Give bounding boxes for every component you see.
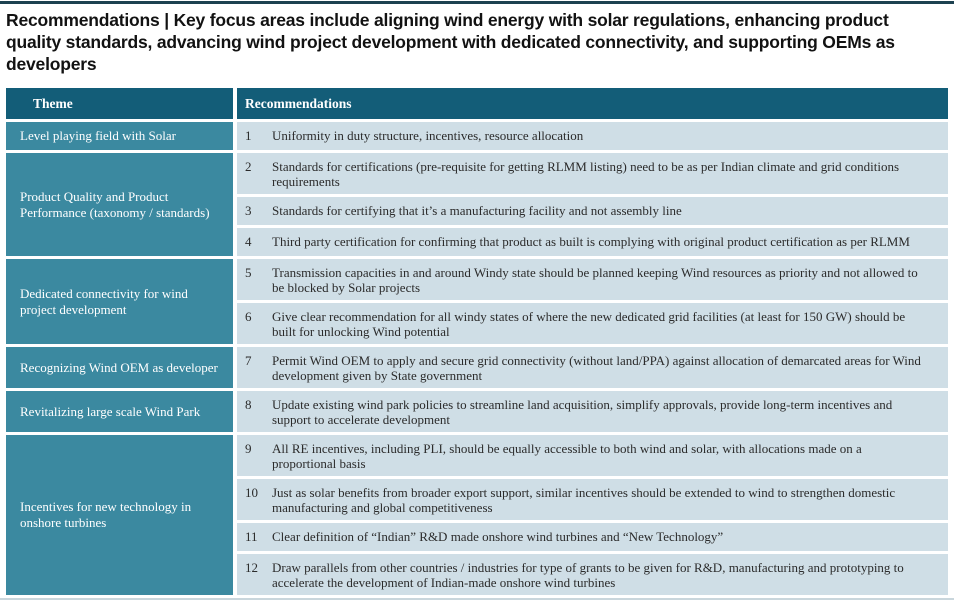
recommendation-text: All RE incentives, including PLI, should…: [272, 441, 862, 471]
recommendation-row: 9 All RE incentives, including PLI, shou…: [237, 435, 948, 476]
recommendation-text: Draw parallels from other countries / in…: [272, 560, 904, 590]
top-rule: [0, 1, 954, 4]
recommendation-row: 6 Give clear recommendation for all wind…: [237, 303, 948, 344]
recommendation-text: Permit Wind OEM to apply and secure grid…: [272, 353, 921, 383]
recommendation-text: Just as solar benefits from broader expo…: [272, 485, 896, 515]
recommendation-number: 11: [245, 529, 258, 544]
recommendation-number: 5: [245, 265, 252, 280]
theme-group-dedicated-connectivity: Dedicated connectivity for wind project …: [6, 259, 948, 344]
recommendation-text: Standards for certifications (pre-requis…: [272, 159, 900, 189]
recommendation-text: Give clear recommendation for all windy …: [272, 309, 906, 339]
theme-group-wind-oem-developer: Recognizing Wind OEM as developer 7 Perm…: [6, 347, 948, 388]
recommendation-row: 11 Clear definition of “Indian” R&D made…: [237, 523, 948, 551]
theme-group-level-playing-field: Level playing field with Solar 1 Uniform…: [6, 122, 948, 150]
recommendation-text: Update existing wind park policies to st…: [272, 397, 893, 427]
recommendation-number: 1: [245, 128, 252, 143]
theme-group-new-technology-incentives: Incentives for new technology in onshore…: [6, 435, 948, 595]
column-header-recommendations: Recommendations: [237, 88, 948, 119]
recommendation-row: 2 Standards for certifications (pre-requ…: [237, 153, 948, 194]
theme-cell: Recognizing Wind OEM as developer: [6, 347, 233, 388]
page-title: Recommendations | Key focus areas includ…: [6, 10, 895, 74]
recommendations-table: Theme Recommendations Level playing fiel…: [6, 88, 948, 595]
recommendation-row: 5 Transmission capacities in and around …: [237, 259, 948, 300]
theme-group-wind-park: Revitalizing large scale Wind Park 8 Upd…: [6, 391, 948, 432]
recommendation-text: Standards for certifying that it’s a man…: [272, 203, 682, 218]
recommendation-row: 12 Draw parallels from other countries /…: [237, 554, 948, 595]
recommendation-number: 12: [245, 560, 258, 575]
recommendation-number: 4: [245, 234, 252, 249]
recommendation-row: 7 Permit Wind OEM to apply and secure gr…: [237, 347, 948, 388]
theme-cell: Level playing field with Solar: [6, 122, 233, 150]
theme-group-product-quality: Product Quality and Product Performance …: [6, 153, 948, 256]
table-header-row: Theme Recommendations: [6, 88, 948, 119]
recommendation-row: 8 Update existing wind park policies to …: [237, 391, 948, 432]
recommendation-number: 9: [245, 441, 252, 456]
recommendation-row: 1 Uniformity in duty structure, incentiv…: [237, 122, 948, 150]
theme-cell: Revitalizing large scale Wind Park: [6, 391, 233, 432]
recommendation-number: 8: [245, 397, 252, 412]
recommendation-number: 7: [245, 353, 252, 368]
theme-cell: Product Quality and Product Performance …: [6, 153, 233, 256]
recommendation-number: 3: [245, 203, 252, 218]
recommendation-row: 10 Just as solar benefits from broader e…: [237, 479, 948, 520]
recommendation-number: 10: [245, 485, 258, 500]
recommendation-number: 2: [245, 159, 252, 174]
recommendation-text: Uniformity in duty structure, incentives…: [272, 128, 584, 143]
recommendation-text: Transmission capacities in and around Wi…: [272, 265, 918, 295]
recommendation-row: 4 Third party certification for confirmi…: [237, 228, 948, 256]
recommendation-text: Clear definition of “Indian” R&D made on…: [272, 529, 724, 544]
recommendation-row: 3 Standards for certifying that it’s a m…: [237, 197, 948, 225]
recommendation-number: 6: [245, 309, 252, 324]
column-header-theme: Theme: [6, 88, 233, 119]
theme-cell: Dedicated connectivity for wind project …: [6, 259, 233, 344]
recommendation-text: Third party certification for confirming…: [272, 234, 910, 249]
theme-cell: Incentives for new technology in onshore…: [6, 435, 233, 595]
